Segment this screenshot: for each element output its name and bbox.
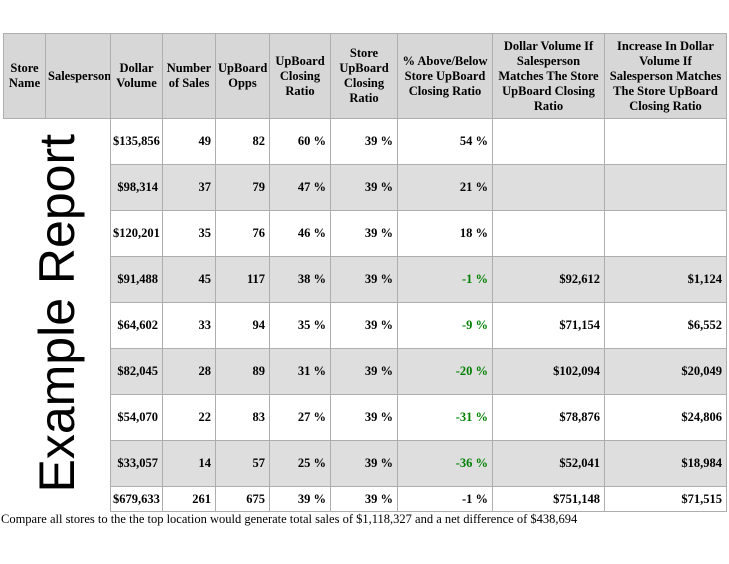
- table-row: $54,070 22 83 27 % 39 % -31 % $78,876 $2…: [4, 394, 727, 441]
- col-header-pct-above-below: % Above/Below Store UpBoard Closing Rati…: [397, 33, 493, 119]
- cell-upboard-opps: 117: [215, 256, 270, 303]
- col-header-increase-if-matches: Increase In Dollar Volume If Salesperson…: [604, 33, 727, 119]
- cell-dollar-volume-if-matches: $52,041: [492, 440, 605, 487]
- cell-increase-if-matches: $24,806: [604, 394, 727, 441]
- total-increase-if-matches: $71,515: [604, 486, 727, 512]
- cell-store-upboard-closing-ratio: 39 %: [330, 210, 398, 257]
- example-report-table: Store Name Salesperson Dollar Volume Num…: [3, 33, 727, 512]
- cell-dollar-volume: $91,488: [110, 256, 163, 303]
- cell-store-upboard-closing-ratio: 39 %: [330, 256, 398, 303]
- cell-increase-if-matches: [604, 164, 727, 211]
- cell-upboard-opps: 76: [215, 210, 270, 257]
- col-header-store-name: Store Name: [3, 33, 46, 119]
- cell-store-upboard-closing-ratio: 39 %: [330, 440, 398, 487]
- cell-dollar-volume-if-matches: $71,154: [492, 302, 605, 349]
- cell-upboard-closing-ratio: 25 %: [269, 440, 331, 487]
- cell-increase-if-matches: $20,049: [604, 348, 727, 395]
- cell-increase-if-matches: [604, 210, 727, 257]
- cell-number-of-sales: 35: [162, 210, 216, 257]
- total-store-upboard-closing-ratio: 39 %: [330, 486, 398, 512]
- cell-number-of-sales: 49: [162, 118, 216, 165]
- cell-upboard-closing-ratio: 46 %: [269, 210, 331, 257]
- cell-dollar-volume: $98,314: [110, 164, 163, 211]
- cell-dollar-volume: $64,602: [110, 302, 163, 349]
- cell-upboard-closing-ratio: 31 %: [269, 348, 331, 395]
- cell-increase-if-matches: $18,984: [604, 440, 727, 487]
- cell-dollar-volume-if-matches: $78,876: [492, 394, 605, 441]
- cell-number-of-sales: 22: [162, 394, 216, 441]
- example-report-watermark: Example Report: [28, 134, 85, 493]
- total-number-of-sales: 261: [162, 486, 216, 512]
- cell-number-of-sales: 33: [162, 302, 216, 349]
- cell-number-of-sales: 14: [162, 440, 216, 487]
- cell-upboard-closing-ratio: 35 %: [269, 302, 331, 349]
- cell-pct-above-below: -20 %: [397, 348, 493, 395]
- cell-increase-if-matches: [604, 118, 727, 165]
- col-header-upboard-opps: UpBoard Opps: [215, 33, 270, 119]
- cell-increase-if-matches: $1,124: [604, 256, 727, 303]
- cell-upboard-opps: 94: [215, 302, 270, 349]
- cell-store-upboard-closing-ratio: 39 %: [330, 394, 398, 441]
- total-upboard-closing-ratio: 39 %: [269, 486, 331, 512]
- table-row: $98,314 37 79 47 % 39 % 21 %: [4, 164, 727, 211]
- cell-dollar-volume-if-matches: $102,094: [492, 348, 605, 395]
- cell-store-upboard-closing-ratio: 39 %: [330, 302, 398, 349]
- cell-store-upboard-closing-ratio: 39 %: [330, 348, 398, 395]
- cell-store-upboard-closing-ratio: 39 %: [330, 118, 398, 165]
- header-row: Store Name Salesperson Dollar Volume Num…: [3, 33, 727, 119]
- col-header-dollar-volume: Dollar Volume: [110, 33, 163, 119]
- cell-dollar-volume-if-matches: $92,612: [492, 256, 605, 303]
- cell-dollar-volume: $82,045: [110, 348, 163, 395]
- cell-dollar-volume-if-matches: [492, 210, 605, 257]
- cell-dollar-volume: $54,070: [110, 394, 163, 441]
- cell-upboard-opps: 82: [215, 118, 270, 165]
- table-row: $120,201 35 76 46 % 39 % 18 %: [4, 210, 727, 257]
- cell-dollar-volume: $33,057: [110, 440, 163, 487]
- col-header-number-of-sales: Number of Sales: [162, 33, 216, 119]
- cell-upboard-opps: 83: [215, 394, 270, 441]
- col-header-upboard-closing-ratio: UpBoard Closing Ratio: [269, 33, 331, 119]
- total-dollar-volume: $679,633: [110, 486, 163, 512]
- table-row: $64,602 33 94 35 % 39 % -9 % $71,154 $6,…: [4, 302, 727, 349]
- cell-pct-above-below: 18 %: [397, 210, 493, 257]
- cell-upboard-closing-ratio: 27 %: [269, 394, 331, 441]
- cell-dollar-volume-if-matches: [492, 164, 605, 211]
- table-row: $33,057 14 57 25 % 39 % -36 % $52,041 $1…: [4, 440, 727, 487]
- watermark-cell: Example Report: [3, 118, 111, 512]
- cell-upboard-closing-ratio: 38 %: [269, 256, 331, 303]
- cell-dollar-volume: $120,201: [110, 210, 163, 257]
- cell-upboard-closing-ratio: 47 %: [269, 164, 331, 211]
- col-header-store-upboard-closing-ratio: Store UpBoard Closing Ratio: [330, 33, 398, 119]
- cell-number-of-sales: 37: [162, 164, 216, 211]
- col-header-salesperson: Salesperson: [45, 33, 111, 119]
- cell-pct-above-below: 54 %: [397, 118, 493, 165]
- cell-upboard-opps: 79: [215, 164, 270, 211]
- cell-dollar-volume: $135,856: [110, 118, 163, 165]
- table-row: $82,045 28 89 31 % 39 % -20 % $102,094 $…: [4, 348, 727, 395]
- total-row: $679,633 261 675 39 % 39 % -1 % $751,148…: [4, 486, 727, 512]
- total-upboard-opps: 675: [215, 486, 270, 512]
- cell-pct-above-below: 21 %: [397, 164, 493, 211]
- cell-number-of-sales: 45: [162, 256, 216, 303]
- table-row: Example Report $135,856 49 82 60 % 39 % …: [3, 118, 727, 512]
- cell-pct-above-below: -36 %: [397, 440, 493, 487]
- table-row: $91,488 45 117 38 % 39 % -1 % $92,612 $1…: [4, 256, 727, 303]
- cell-pct-above-below: -9 %: [397, 302, 493, 349]
- total-pct-above-below: -1 %: [397, 486, 493, 512]
- cell-upboard-closing-ratio: 60 %: [269, 118, 331, 165]
- cell-upboard-opps: 57: [215, 440, 270, 487]
- cell-dollar-volume-if-matches: [492, 118, 605, 165]
- col-header-dollar-volume-if-matches: Dollar Volume If Salesperson Matches The…: [492, 33, 605, 119]
- cell-pct-above-below: -1 %: [397, 256, 493, 303]
- summary-note: Compare all stores to the the top locati…: [1, 512, 578, 526]
- total-dollar-volume-if-matches: $751,148: [492, 486, 605, 512]
- cell-increase-if-matches: $6,552: [604, 302, 727, 349]
- cell-upboard-opps: 89: [215, 348, 270, 395]
- cell-pct-above-below: -31 %: [397, 394, 493, 441]
- cell-number-of-sales: 28: [162, 348, 216, 395]
- cell-store-upboard-closing-ratio: 39 %: [330, 164, 398, 211]
